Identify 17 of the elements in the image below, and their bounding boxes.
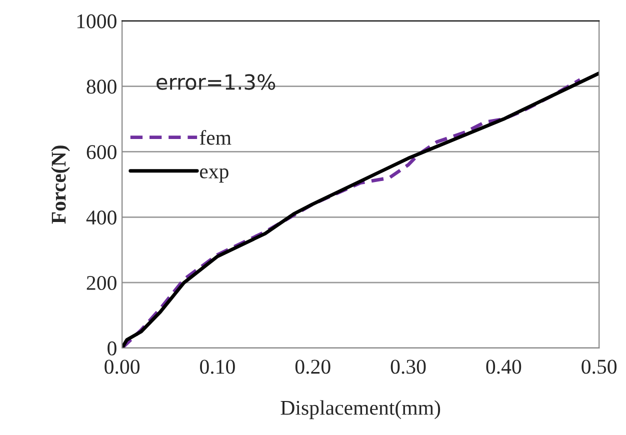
x-tick-label: 0.30 [390,360,426,374]
x-tick-label: 0.20 [295,360,330,374]
annotation: error=1.3% [156,74,276,90]
x-tick-label: 0.50 [582,360,617,374]
x-axis-title: Displacement(mm) [280,400,440,420]
y-tick-label: 0 [108,341,116,356]
legend-label: exp [200,168,228,183]
x-tick-label: 0.10 [200,360,235,374]
y-tick-label: 200 [86,276,116,290]
y-tick-label: 800 [86,80,116,94]
y-tick-label: 1000 [77,14,116,28]
x-tick-label: 0.00 [104,360,140,374]
y-tick-label: 600 [86,145,116,160]
y-tick-label: 400 [86,210,116,225]
y-axis-title: Force(N) [51,146,70,224]
x-tick-label: 0.40 [486,360,522,374]
legend-label: fem [200,130,232,145]
